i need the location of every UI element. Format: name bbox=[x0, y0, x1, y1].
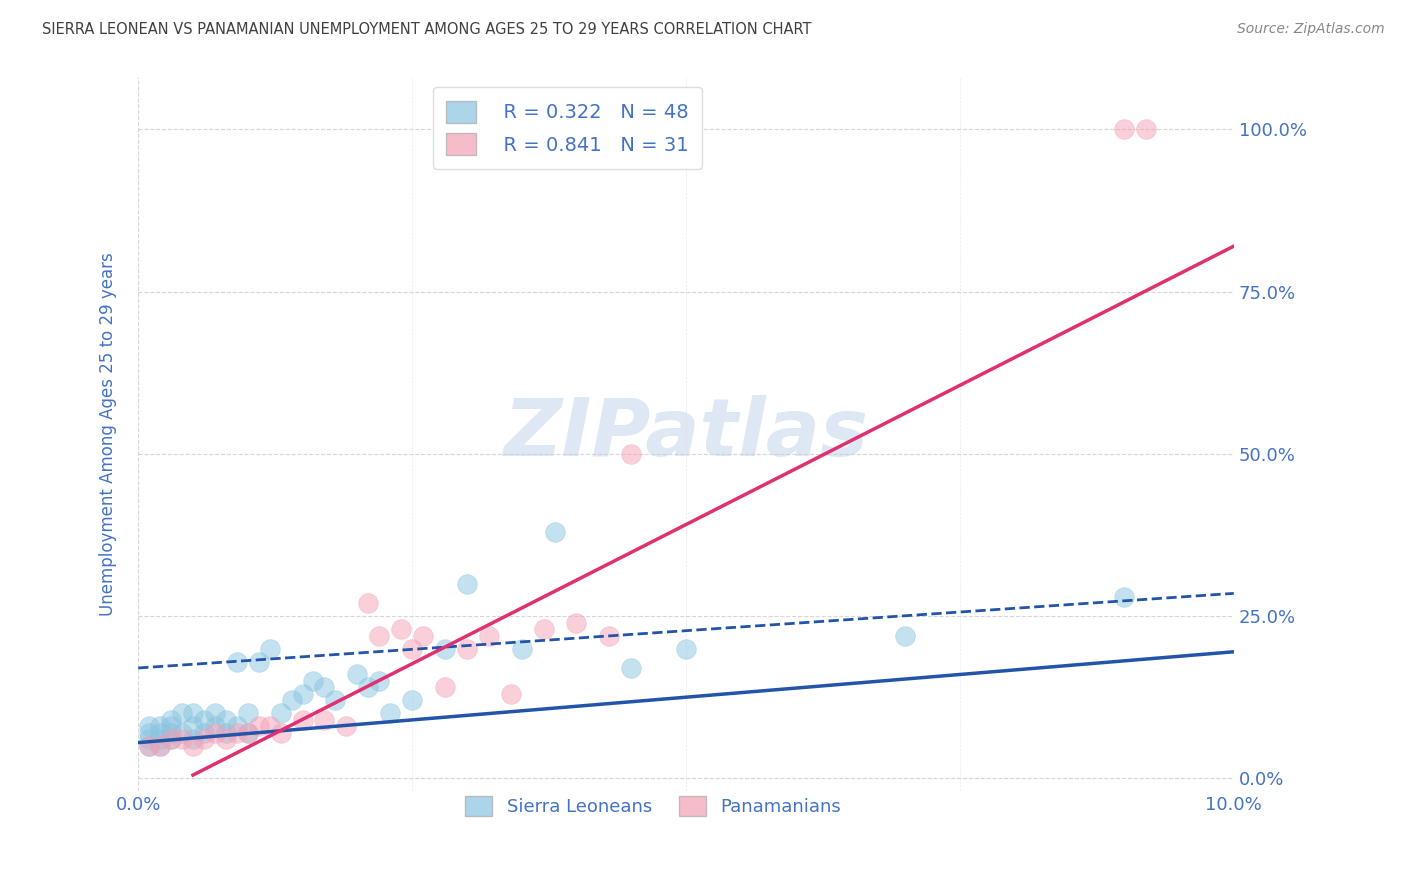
Text: SIERRA LEONEAN VS PANAMANIAN UNEMPLOYMENT AMONG AGES 25 TO 29 YEARS CORRELATION : SIERRA LEONEAN VS PANAMANIAN UNEMPLOYMEN… bbox=[42, 22, 811, 37]
Point bbox=[204, 706, 226, 721]
Point bbox=[270, 706, 292, 721]
Point bbox=[138, 739, 160, 753]
Point bbox=[193, 726, 215, 740]
Point bbox=[193, 713, 215, 727]
Point bbox=[357, 681, 380, 695]
Point bbox=[170, 732, 193, 747]
Point bbox=[170, 726, 193, 740]
Point bbox=[675, 641, 697, 656]
Point bbox=[357, 596, 380, 610]
Point bbox=[259, 641, 281, 656]
Point bbox=[149, 739, 172, 753]
Point bbox=[225, 655, 247, 669]
Point bbox=[270, 726, 292, 740]
Point bbox=[314, 713, 336, 727]
Point bbox=[170, 706, 193, 721]
Point bbox=[181, 739, 204, 753]
Point bbox=[598, 628, 620, 642]
Point bbox=[160, 732, 183, 747]
Point bbox=[314, 681, 336, 695]
Point bbox=[456, 641, 478, 656]
Point bbox=[543, 524, 565, 539]
Point bbox=[160, 732, 183, 747]
Point bbox=[335, 719, 357, 733]
Point bbox=[478, 628, 501, 642]
Text: ZIPatlas: ZIPatlas bbox=[503, 395, 869, 474]
Point bbox=[1135, 122, 1157, 136]
Point bbox=[1114, 590, 1136, 604]
Point bbox=[291, 687, 314, 701]
Point bbox=[149, 739, 172, 753]
Point bbox=[181, 719, 204, 733]
Point bbox=[325, 693, 347, 707]
Point bbox=[181, 732, 204, 747]
Point bbox=[236, 726, 259, 740]
Point bbox=[433, 641, 456, 656]
Point bbox=[193, 732, 215, 747]
Point bbox=[236, 726, 259, 740]
Point bbox=[181, 706, 204, 721]
Point bbox=[620, 661, 643, 675]
Point bbox=[380, 706, 402, 721]
Legend: Sierra Leoneans, Panamanians: Sierra Leoneans, Panamanians bbox=[456, 787, 851, 825]
Point bbox=[259, 719, 281, 733]
Point bbox=[1114, 122, 1136, 136]
Point bbox=[138, 739, 160, 753]
Point bbox=[247, 719, 270, 733]
Point bbox=[149, 726, 172, 740]
Point bbox=[401, 693, 423, 707]
Point bbox=[291, 713, 314, 727]
Point bbox=[389, 622, 412, 636]
Point bbox=[620, 447, 643, 461]
Point bbox=[302, 673, 325, 688]
Point bbox=[215, 732, 238, 747]
Point bbox=[368, 628, 391, 642]
Point bbox=[280, 693, 302, 707]
Point bbox=[565, 615, 588, 630]
Point bbox=[215, 713, 238, 727]
Point bbox=[368, 673, 391, 688]
Point bbox=[160, 719, 183, 733]
Point bbox=[149, 732, 172, 747]
Point bbox=[215, 726, 238, 740]
Point bbox=[149, 719, 172, 733]
Point bbox=[510, 641, 533, 656]
Point bbox=[160, 713, 183, 727]
Point bbox=[247, 655, 270, 669]
Point bbox=[412, 628, 434, 642]
Point bbox=[225, 726, 247, 740]
Point bbox=[346, 667, 368, 681]
Point bbox=[401, 641, 423, 656]
Point bbox=[456, 576, 478, 591]
Point bbox=[236, 706, 259, 721]
Point bbox=[138, 726, 160, 740]
Y-axis label: Unemployment Among Ages 25 to 29 years: Unemployment Among Ages 25 to 29 years bbox=[100, 252, 117, 616]
Point bbox=[138, 732, 160, 747]
Text: Source: ZipAtlas.com: Source: ZipAtlas.com bbox=[1237, 22, 1385, 37]
Point bbox=[433, 681, 456, 695]
Point bbox=[499, 687, 522, 701]
Point bbox=[225, 719, 247, 733]
Point bbox=[204, 726, 226, 740]
Point bbox=[204, 719, 226, 733]
Point bbox=[894, 628, 917, 642]
Point bbox=[138, 719, 160, 733]
Point bbox=[160, 726, 183, 740]
Point bbox=[533, 622, 555, 636]
